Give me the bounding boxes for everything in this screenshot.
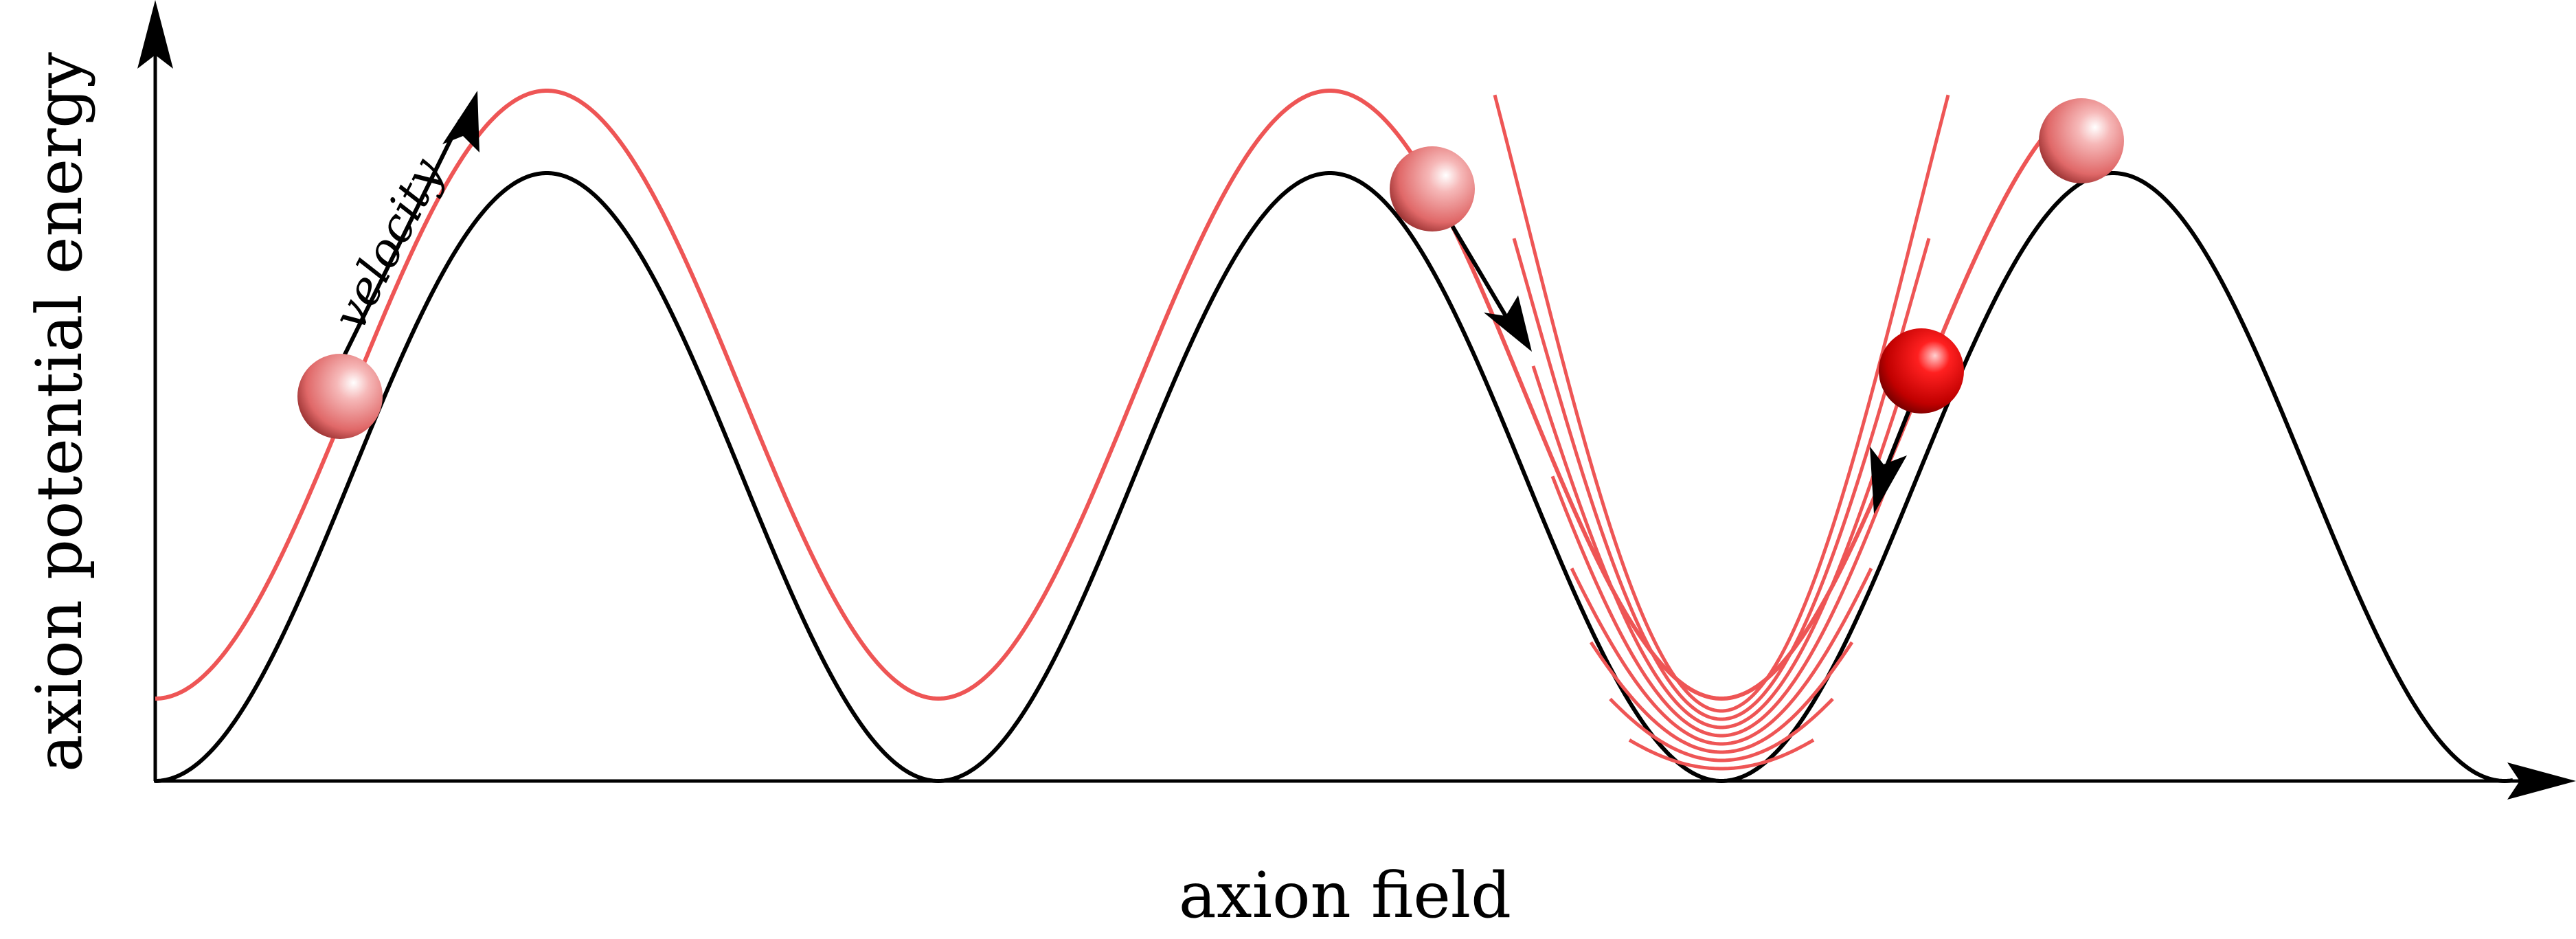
ball-icon xyxy=(1879,328,1964,414)
balls xyxy=(297,98,2124,439)
oscillation-line xyxy=(1550,475,1893,738)
axes xyxy=(137,0,2576,800)
oscillation-line xyxy=(1493,94,1950,713)
velocity-arrow-line xyxy=(341,119,462,359)
velocity-arrowhead-icon xyxy=(442,91,479,152)
ball-icon xyxy=(2039,98,2124,183)
x-axis-label: axion field xyxy=(1179,859,1511,932)
potential-curve xyxy=(155,171,2513,784)
velocity-arrows xyxy=(341,91,1919,514)
ball-icon xyxy=(297,354,383,439)
y-axis-label: axion potential energy xyxy=(23,52,96,772)
damped-oscillation-lines xyxy=(1493,94,1950,771)
oscillation-line xyxy=(1531,365,1912,729)
ball-icon xyxy=(1390,146,1475,231)
y-axis-arrowhead-icon xyxy=(137,0,173,69)
velocity-arrowhead-icon xyxy=(1870,446,1907,514)
oscillation-line xyxy=(1512,238,1931,721)
velocity-arrow-line xyxy=(1440,208,1510,321)
oscillation-line xyxy=(1570,567,1873,746)
velocity-label: velocity xyxy=(323,150,455,339)
x-axis-arrowhead-icon xyxy=(2507,762,2576,800)
oscillation-line xyxy=(1589,641,1854,754)
velocity-arrowhead-icon xyxy=(1484,295,1532,352)
oscillation-line xyxy=(1628,738,1815,771)
oscillation-line xyxy=(1609,697,1834,762)
